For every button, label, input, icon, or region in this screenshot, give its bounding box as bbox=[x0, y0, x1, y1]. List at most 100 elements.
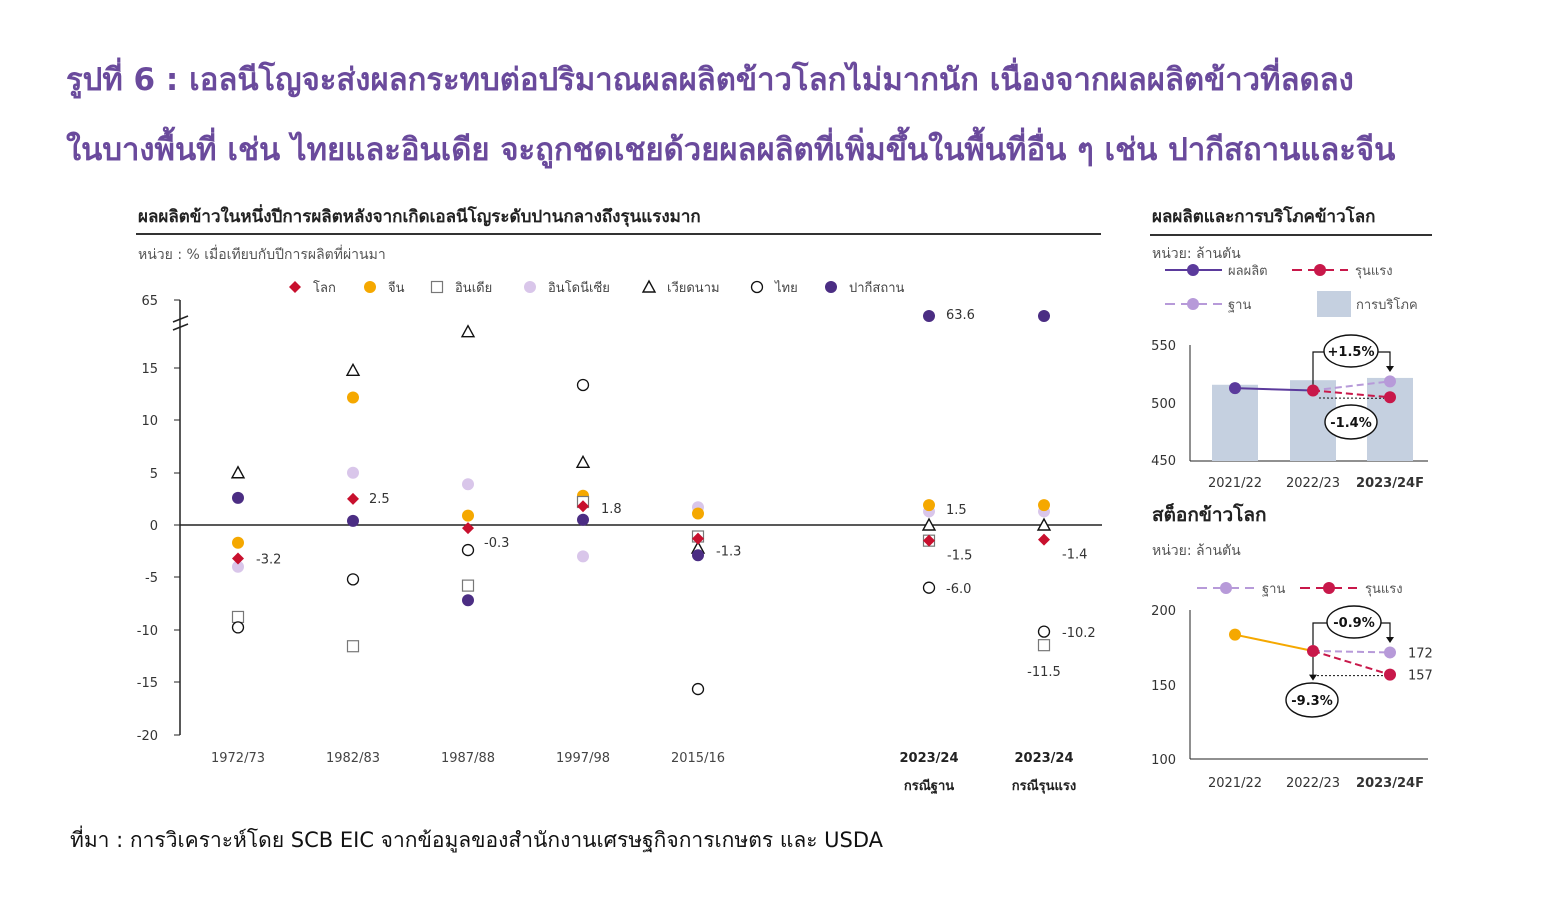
main-y-tick-label: 0 bbox=[150, 519, 158, 534]
legend-severe-label: รุนแรง bbox=[1355, 264, 1393, 279]
stock-x-tick-label: 2021/22 bbox=[1208, 776, 1262, 791]
data-label-pakistan: 63.6 bbox=[946, 308, 975, 323]
legend-label: อินเดีย bbox=[455, 280, 492, 296]
prod-x-tick-label: 2022/23 bbox=[1286, 476, 1340, 491]
prod-y-tick-label: 500 bbox=[1151, 397, 1176, 412]
main-point-6 bbox=[347, 514, 359, 527]
data-label-world: 2.5 bbox=[369, 492, 390, 507]
production-chart-title: ผลผลิตและการบริโภคข้าวโลก bbox=[1152, 207, 1376, 227]
prod-x-tick-label: 2021/22 bbox=[1208, 476, 1262, 491]
main-x-tick-label: 2023/24 bbox=[899, 751, 958, 766]
main-x-tick-label: 1987/88 bbox=[441, 751, 495, 766]
main-point-5 bbox=[346, 573, 360, 586]
data-label-india: -11.5 bbox=[1027, 665, 1061, 680]
stock-bubble-major bbox=[1285, 682, 1339, 718]
main-point-4 bbox=[230, 465, 246, 479]
main-x-tick-label: 2023/24 bbox=[1014, 751, 1073, 766]
legend-marker bbox=[364, 281, 376, 293]
main-point-0 bbox=[232, 552, 244, 565]
main-point-2 bbox=[461, 579, 475, 592]
main-point-5 bbox=[576, 378, 590, 392]
severe-line bbox=[1312, 389, 1391, 399]
legend-marker bbox=[750, 280, 764, 294]
stock-severe-end-label: 157 bbox=[1408, 669, 1433, 684]
main-point-1 bbox=[462, 509, 474, 522]
main-x-sub-label: กรณีรุนแรง bbox=[1012, 778, 1077, 794]
main-point-0 bbox=[577, 500, 589, 513]
main-chart-unit: หน่วย : % เมื่อเทียบกับปีการผลิตที่ผ่านม… bbox=[138, 247, 386, 263]
main-point-3 bbox=[232, 560, 244, 573]
source-note: ที่มา : การวิเคราะห์โดย SCB EIC จากข้อมู… bbox=[70, 828, 884, 852]
headline-line-1: รูปที่ 6 : เอลนีโญจะส่งผลกระทบต่อปริมาณผ… bbox=[66, 62, 1354, 98]
annot-bubble-minus bbox=[1324, 404, 1378, 440]
data-label-world: -1.3 bbox=[716, 545, 741, 560]
base-point bbox=[1384, 375, 1396, 388]
stock-bubble-minor bbox=[1326, 605, 1382, 639]
main-y-tick-label: 65 bbox=[141, 294, 158, 309]
axis-break-1 bbox=[172, 315, 189, 323]
stock-annot-minor-label: -0.9% bbox=[1333, 616, 1374, 631]
main-x-tick-label: 1997/98 bbox=[556, 751, 610, 766]
main-point-0 bbox=[923, 534, 935, 547]
prod-y-tick-label: 550 bbox=[1151, 339, 1176, 354]
legend-consumption-label: การบริโภค bbox=[1356, 297, 1418, 313]
headline-line-2: ในบางพื้นที่ เช่น ไทยและอินเดีย จะถูกชดเ… bbox=[66, 132, 1396, 168]
main-chart-title: ผลผลิตข้าวในหนึ่งปีการผลิตหลังจากเกิดเอล… bbox=[138, 207, 701, 227]
main-y-tick-label: 5 bbox=[150, 467, 158, 482]
main-point-1 bbox=[692, 507, 704, 520]
prod-y-tick-label: 450 bbox=[1151, 454, 1176, 469]
legend-label: ไทย bbox=[774, 280, 798, 296]
data-label-world: -1.4 bbox=[1062, 548, 1087, 563]
main-point-1 bbox=[923, 499, 935, 512]
annot-arrow bbox=[1386, 366, 1394, 372]
legend-label: เวียดนาม bbox=[667, 280, 720, 296]
legend-production-dot bbox=[1187, 264, 1199, 276]
legend-base-dot bbox=[1187, 298, 1199, 310]
main-x-sub-label: กรณีฐาน bbox=[904, 778, 954, 795]
stock-2022-point bbox=[1307, 644, 1319, 657]
main-point-3 bbox=[577, 550, 589, 563]
production-chart-unit: หน่วย: ล้านตัน bbox=[1152, 246, 1241, 262]
stock-x-tick-label: 2022/23 bbox=[1286, 776, 1340, 791]
main-point-0 bbox=[692, 532, 704, 545]
legend-consumption-box bbox=[1317, 291, 1351, 317]
stock-history-point bbox=[1229, 628, 1241, 641]
legend-marker bbox=[524, 281, 536, 293]
main-y-tick-label: -10 bbox=[137, 624, 158, 639]
legend-label: อินโดนีเซีย bbox=[548, 280, 610, 296]
data-label-world: 1.8 bbox=[601, 502, 622, 517]
stock-legend-base-label: ฐาน bbox=[1262, 582, 1285, 597]
main-point-5 bbox=[1037, 625, 1051, 638]
main-point-6 bbox=[232, 491, 244, 504]
main-point-3 bbox=[347, 466, 359, 479]
main-point-0 bbox=[347, 492, 359, 505]
stock-history-line bbox=[1234, 633, 1314, 652]
data-label-thailand: -6.0 bbox=[946, 582, 971, 597]
data-label-thailand: -10.2 bbox=[1062, 626, 1096, 641]
production-point bbox=[1229, 382, 1241, 395]
production-line bbox=[1234, 387, 1314, 392]
data-label-china: 1.5 bbox=[946, 503, 967, 518]
main-y-tick-label: 15 bbox=[141, 362, 158, 377]
main-point-1 bbox=[1038, 499, 1050, 512]
legend-label: ปากีสถาน bbox=[849, 280, 905, 296]
main-point-5 bbox=[922, 581, 936, 594]
main-point-5 bbox=[691, 682, 705, 696]
stock-chart-title: สต็อกข้าวโลก bbox=[1152, 504, 1267, 526]
legend-marker bbox=[430, 280, 444, 294]
legend-severe-dot bbox=[1314, 264, 1326, 276]
data-label-world: -3.2 bbox=[256, 552, 281, 567]
stock-legend-severe-label: รุนแรง bbox=[1365, 582, 1403, 597]
main-point-4 bbox=[1036, 517, 1052, 531]
main-point-4 bbox=[345, 362, 361, 377]
stock-y-tick-label: 200 bbox=[1151, 604, 1176, 619]
prod-2022-point bbox=[1307, 384, 1319, 397]
main-chart-title-rule bbox=[136, 233, 1101, 235]
production-chart-title-rule bbox=[1150, 234, 1432, 236]
main-point-2 bbox=[231, 610, 245, 624]
axis-break-2 bbox=[172, 323, 189, 331]
main-point-1 bbox=[232, 536, 244, 549]
main-x-tick-label: 2015/16 bbox=[671, 751, 725, 766]
base-line bbox=[1312, 380, 1391, 392]
stock-base-line bbox=[1312, 649, 1391, 654]
